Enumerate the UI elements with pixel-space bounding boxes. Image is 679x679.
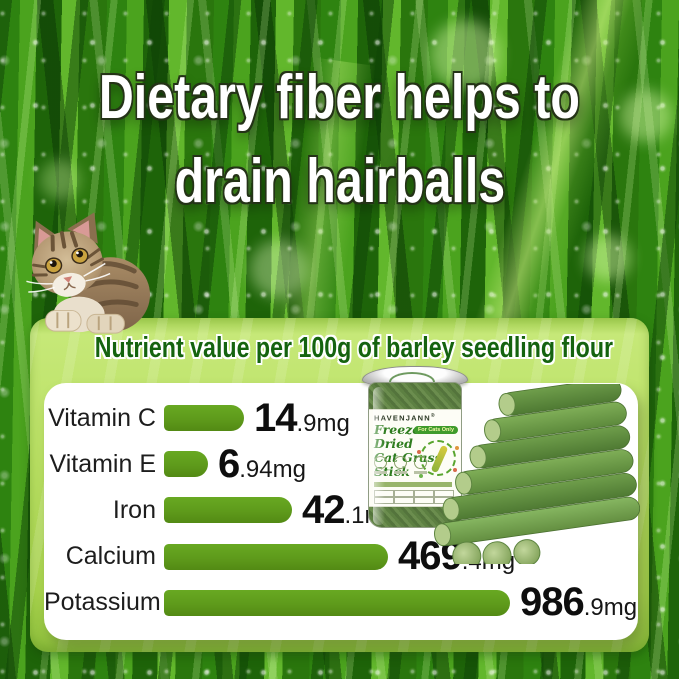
nutrient-label: Iron (112, 495, 156, 524)
nutrient-label: Potassium (44, 588, 161, 617)
nutrient-label: Calcium (65, 542, 156, 571)
value-main: 42 (302, 487, 345, 532)
nutrient-bar (164, 497, 292, 524)
value-main: 986 (520, 580, 585, 625)
grass-sticks-pile (433, 384, 640, 564)
emblem-dot (417, 450, 421, 454)
emblem-dot (455, 446, 459, 450)
chart-row: Vitamin C 14.9mg (44, 396, 638, 441)
nutrient-bar (164, 543, 388, 570)
chart-row: Iron 42.1mg (44, 487, 638, 532)
feature-icon (414, 456, 427, 474)
chart-row: Potassium 986.9mg (44, 580, 638, 625)
jar-brand: HAVENJANN® (374, 413, 436, 423)
value-sub: .9mg (296, 409, 350, 437)
bokeh-light (250, 240, 308, 298)
registered-mark: ® (430, 413, 436, 419)
nutrient-value: 986.9mg (520, 580, 637, 625)
title-line-1: Dietary fiber helps to (98, 63, 581, 132)
nutrient-bar (164, 589, 510, 616)
nutrient-bar (164, 405, 244, 432)
nutrient-value: 14.9mg (254, 396, 350, 441)
emblem-dot (419, 474, 423, 478)
bokeh-light (40, 160, 80, 200)
banner-heading: Nutrient value per 100g of barley seedli… (94, 332, 614, 364)
page-title: Dietary fiber helps to drain hairballs (0, 56, 679, 224)
chart-row: Calcium 469.4mg (44, 534, 638, 578)
nutrient-value: 6.94mg (218, 442, 306, 487)
value-sub: .9mg (583, 594, 638, 622)
chart-row: Vitamin E 6.94mg (44, 442, 638, 487)
emblem-dot (453, 468, 457, 472)
value-main: 14 (254, 395, 297, 440)
jar-fineprint-strip (374, 482, 452, 487)
jar-badge: For Cats Only (413, 426, 458, 434)
nutrient-bar (164, 451, 208, 478)
title-line-2: drain hairballs (174, 147, 505, 216)
cat-illustration (26, 212, 150, 334)
jar-lid-print (389, 372, 435, 382)
value-main: 6 (218, 441, 240, 486)
nutrient-label: Vitamin C (48, 403, 156, 432)
value-sub: .94mg (239, 455, 306, 483)
feature-icon (394, 456, 407, 474)
nutrient-bar-chart: Vitamin C 14.9mg Vitamin E 6.94mg Iron 4… (44, 383, 638, 640)
nutrient-label: Vitamin E (49, 449, 156, 478)
glass-shine (373, 387, 385, 525)
bokeh-light (585, 235, 631, 281)
